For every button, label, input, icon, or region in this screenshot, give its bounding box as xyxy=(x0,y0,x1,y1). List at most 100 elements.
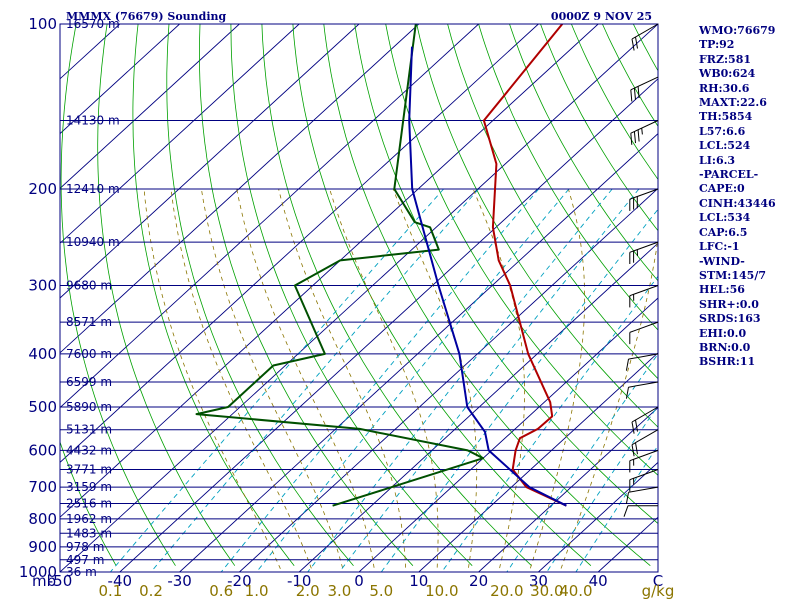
height-label: 3159 m xyxy=(66,480,112,494)
temperature-tick-label: 10 xyxy=(409,572,428,590)
isotherm xyxy=(60,24,539,464)
pressure-unit-label: mb xyxy=(32,572,56,590)
pressure-tick-label: 800 xyxy=(28,510,57,528)
sounding-indices: WMO:76679 TP:92 FRZ:581 WB0:624 RH:30.6 MAXT:… xyxy=(699,24,776,370)
temperature-tick-label: 0 xyxy=(354,572,364,590)
temperature-tick-label: -40 xyxy=(108,572,133,590)
wind-barb-half-flag xyxy=(641,128,643,135)
mixing-ratio-label: 40.0 xyxy=(559,582,592,600)
wind-barb xyxy=(631,406,659,434)
index-item: LCL:524 xyxy=(699,139,751,153)
index-item: SHR+:0.0 xyxy=(699,297,759,311)
dry-adiabat xyxy=(540,24,658,232)
wind-barb-staff xyxy=(629,321,659,333)
dry-adiabat xyxy=(261,24,532,566)
index-item: LCL:534 xyxy=(699,211,751,225)
isotherm xyxy=(358,297,658,572)
wind-barb xyxy=(629,285,659,308)
isotherm xyxy=(60,24,658,572)
wind-barb xyxy=(631,23,659,51)
wind-barb-staff xyxy=(629,469,659,481)
mixing-ratio-line xyxy=(256,188,570,572)
index-item: TH:5854 xyxy=(699,110,753,124)
index-item: CAP:6.5 xyxy=(699,225,748,239)
mixing-ratio-line xyxy=(380,208,658,572)
wind-barb-flag xyxy=(633,131,636,144)
height-label: 16570 m xyxy=(66,17,120,31)
wind-barb-staff xyxy=(631,406,659,423)
pressure-tick-label: 900 xyxy=(28,538,57,556)
wind-barb xyxy=(625,381,659,399)
mixing-ratio-label: 20.0 xyxy=(490,582,523,600)
dry-adiabat xyxy=(292,24,592,566)
mixing-ratio-label: 10.0 xyxy=(425,582,458,600)
wind-barb-layer xyxy=(623,23,659,517)
wind-barb-staff xyxy=(629,241,659,253)
index-item: BRN:0.0 xyxy=(699,340,751,354)
wind-barb-flag xyxy=(631,38,635,51)
height-label: 1483 m xyxy=(66,526,112,540)
dry-adiabat xyxy=(509,24,658,282)
mixing-ratio-label: 1.0 xyxy=(245,582,269,600)
pressure-tick-label: 1000 xyxy=(19,563,57,581)
index-item: STM:145/7 xyxy=(699,268,766,282)
dewpoint-line xyxy=(195,24,485,507)
moist-adiabat xyxy=(329,188,439,572)
pressure-tick-label: 100 xyxy=(28,15,57,33)
dry-adiabat xyxy=(60,24,176,566)
temperature-unit-label: C xyxy=(653,572,663,590)
isotherm xyxy=(179,132,658,572)
isotherm xyxy=(298,242,658,572)
pressure-tick-label: 700 xyxy=(28,478,57,496)
wind-barb xyxy=(629,188,659,211)
moist-adiabat xyxy=(143,188,283,572)
pressure-tick-label: 400 xyxy=(28,345,57,363)
mixing-ratio-label: 0.6 xyxy=(209,582,233,600)
isotherm xyxy=(60,24,479,409)
wind-barb xyxy=(625,486,659,504)
index-item: EHI:0.0 xyxy=(699,326,747,340)
height-label: 4432 m xyxy=(66,443,112,457)
wind-barb-flag xyxy=(630,89,633,102)
wind-barb-flag xyxy=(630,133,633,145)
dry-adiabat xyxy=(602,24,658,127)
temperature-line xyxy=(482,24,567,507)
mixing-ratio-unit-label: g/kg xyxy=(642,582,675,600)
mixing-ratio-line xyxy=(220,188,540,572)
dry-adiabat xyxy=(198,24,414,566)
dry-adiabat xyxy=(447,24,658,380)
height-label: 5890 m xyxy=(66,400,112,414)
index-item: MAXT:22.6 xyxy=(699,96,767,110)
moist-adiabat xyxy=(559,234,658,572)
wind-barb-staff xyxy=(630,120,659,134)
index-item: CINH:43446 xyxy=(699,196,776,210)
isotherm xyxy=(239,187,658,572)
index-item: SRDS:163 xyxy=(699,312,761,326)
isotherm xyxy=(119,78,658,572)
index-item: -WIND- xyxy=(699,254,745,268)
moist-adiabat xyxy=(528,188,585,572)
wind-barb-flag xyxy=(635,36,638,49)
index-item: LFC:-1 xyxy=(699,240,740,254)
index-item: TP:92 xyxy=(699,38,735,52)
wind-barb-staff xyxy=(629,285,659,297)
wind-barb-flag xyxy=(637,129,640,142)
height-label: 6599 m xyxy=(66,375,112,389)
wind-barb-staff xyxy=(628,486,659,493)
mixing-ratio-label: 3.0 xyxy=(327,582,351,600)
grid-layer xyxy=(60,24,658,572)
wind-barb xyxy=(630,76,659,102)
temperature-tick-label: -20 xyxy=(227,572,252,590)
parcel-line xyxy=(408,46,567,507)
wind-barb xyxy=(629,449,659,473)
moist-adiabat xyxy=(392,188,478,572)
dry-adiabat xyxy=(60,440,117,566)
series-layer xyxy=(195,24,567,507)
wind-barb-flag xyxy=(635,419,638,432)
dry-adiabat xyxy=(97,24,236,566)
wind-barb-staff xyxy=(631,23,659,40)
mixing-ratio-label: 30.0 xyxy=(530,582,563,600)
chart-time: 0000Z 9 NOV 25 xyxy=(551,10,652,23)
height-label: 5131 m xyxy=(66,423,112,437)
dry-adiabat xyxy=(323,24,651,567)
